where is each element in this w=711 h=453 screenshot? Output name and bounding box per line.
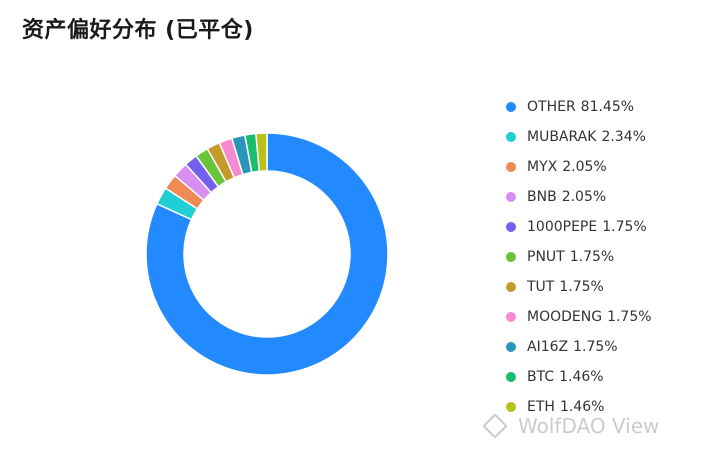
legend-item-pnut[interactable]: PNUT 1.75% [506,242,652,272]
legend-label: BNB [527,189,557,205]
legend-dot-icon [506,162,516,172]
legend-dot-icon [506,282,516,292]
donut-slice-other[interactable] [145,132,389,376]
legend-value: 2.05% [561,189,607,205]
legend-dot-icon [506,222,516,232]
legend-value: 1.75% [559,279,604,295]
watermark: WolfDAO View [482,413,660,439]
legend-item-btc[interactable]: BTC 1.46% [506,362,652,392]
donut-slice-eth[interactable] [255,132,268,173]
legend-item-other[interactable]: OTHER 81.45% [506,92,652,122]
legend-item-moodeng[interactable]: MOODENG 1.75% [506,302,652,332]
legend-label: ETH [527,399,555,415]
legend-value: 2.34% [601,129,646,145]
legend-label: AI16Z [527,339,569,355]
legend-item-myx[interactable]: MYX 2.05% [506,152,652,182]
legend-label: PNUT [527,249,565,265]
legend-label: MOODENG [527,309,603,325]
legend-item-tut[interactable]: TUT 1.75% [506,272,652,302]
legend-value: 1.75% [569,249,615,265]
legend-item-1000pepe[interactable]: 1000PEPE 1.75% [506,212,652,242]
legend-dot-icon [506,402,516,412]
legend-dot-icon [506,342,516,352]
legend-label: MUBARAK [527,129,597,145]
legend-value: 2.05% [562,159,607,175]
legend-item-eth[interactable]: ETH 1.46% [506,392,652,422]
legend-value: 1.75% [573,339,618,355]
legend-label: 1000PEPE [527,219,598,235]
legend-value: 1.46% [559,369,604,385]
legend-label: OTHER [527,99,576,115]
legend-dot-icon [506,312,516,322]
legend-value: 1.75% [607,309,652,325]
legend-dot-icon [506,192,516,202]
legend-label: MYX [527,159,558,175]
legend-item-mubarak[interactable]: MUBARAK 2.34% [506,122,652,152]
legend-value: 1.46% [559,399,605,415]
legend-dot-icon [506,372,516,382]
legend-item-bnb[interactable]: BNB 2.05% [506,182,652,212]
diamond-logo-icon [482,413,508,439]
chart-legend: OTHER 81.45% MUBARAK 2.34% MYX 2.05% BNB 2.05% 1… [506,92,652,422]
legend-item-ai16z[interactable]: AI16Z 1.75% [506,332,652,362]
legend-dot-icon [506,252,516,262]
watermark-text: WolfDAO View [518,414,660,438]
legend-label: BTC [527,369,555,385]
chart-title: 资产偏好分布 (已平仓) [22,18,254,43]
legend-value: 1.75% [602,219,647,235]
legend-value: 81.45% [580,99,635,115]
legend-dot-icon [506,102,516,112]
legend-label: TUT [527,279,555,295]
legend-dot-icon [506,132,516,142]
